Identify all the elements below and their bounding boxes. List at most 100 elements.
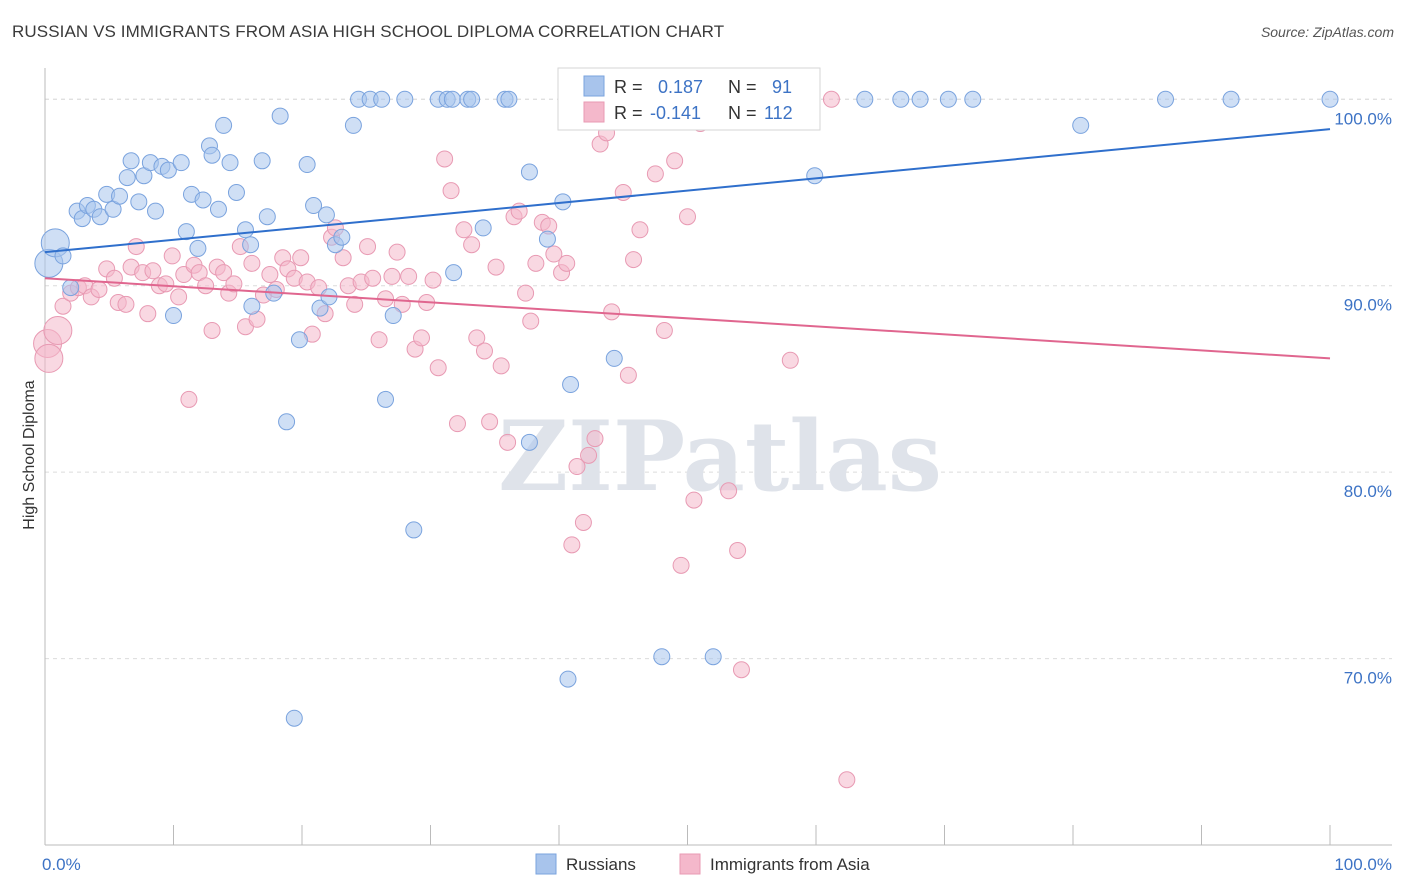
russians-point-67 [520,433,538,451]
asia-point-31 [225,275,243,293]
russians-point-70 [559,670,577,688]
russians-point-17 [147,202,165,220]
asia-point-16 [139,305,157,323]
asia-point-72 [475,342,493,360]
legend-n-value-2: 112 [764,103,793,123]
gridlines [45,98,1392,660]
asia-point-23 [180,390,198,408]
russians-point-19 [159,161,177,179]
asia-point-97 [625,251,643,269]
legend-swatch-asia [583,101,605,123]
russians-point-81 [806,167,824,185]
asia-point-51 [346,295,364,313]
asia-point-70 [463,236,481,254]
x-tick-label-0: 0.0% [42,855,81,874]
russians-point-44 [311,299,329,317]
asia-point-68 [448,415,466,433]
asia-point-100 [655,321,673,339]
russians-point-11 [111,187,129,205]
asia-point-91 [586,430,604,448]
series-legend: Russians Immigrants from Asia [535,853,870,875]
asia-point-96 [619,366,637,384]
russians-point-87 [1072,116,1090,134]
russians-point-12 [118,169,136,187]
russians-point-65 [500,90,518,108]
asia-point-29 [215,264,233,282]
russians-point-27 [203,146,221,164]
russians-point-47 [333,228,351,246]
russians-point-8 [91,208,109,226]
russians-point-36 [258,208,276,226]
asia-point-19 [157,275,175,293]
asia-point-87 [563,536,581,554]
russians-point-2 [54,247,72,265]
russians-point-90 [1321,90,1339,108]
y-axis-label: High School Diploma [21,380,38,530]
russians-point-84 [911,90,929,108]
russians-point-59 [443,90,461,108]
stats-legend: R = 0.187 N = 91 R = -0.141 N = 112 [557,67,821,131]
russians-point-66 [520,163,538,181]
asia-point-80 [522,312,540,330]
russians-point-25 [194,191,212,209]
asia-point-55 [370,331,388,349]
russians-point-62 [463,90,481,108]
asia-point-60 [400,267,418,285]
asia-point-53 [359,238,377,256]
asia-point-14 [127,238,145,256]
legend-n-label-1: N = [728,77,757,97]
russians-points [34,90,1339,727]
russians-point-49 [344,116,362,134]
russians-point-34 [243,297,261,315]
russians-point-85 [939,90,957,108]
y-tick-label-0: 100.0% [1334,109,1392,128]
russians-point-54 [384,307,402,325]
chart-title: RUSSIAN VS IMMIGRANTS FROM ASIA HIGH SCH… [12,22,725,41]
russians-point-40 [285,709,303,727]
russians-point-89 [1222,90,1240,108]
legend-r-value-1: 0.187 [658,77,703,97]
asia-point-76 [499,433,517,451]
russians-point-45 [317,206,335,224]
asia-point-65 [429,359,447,377]
asia-point-108 [732,661,750,679]
asia-point-26 [197,277,215,295]
russians-point-33 [242,236,260,254]
asia-point-58 [388,243,406,261]
y-tick-label-2: 80.0% [1344,482,1392,501]
asia-point-21 [170,288,188,306]
asia-point-3 [54,297,72,315]
russians-point-68 [538,230,556,248]
asia-point-103 [679,208,696,226]
asia-point-17 [144,262,162,280]
russians-point-52 [373,90,391,108]
russians-point-24 [189,239,207,257]
russians-point-43 [305,197,323,215]
russians-point-75 [653,648,671,666]
legend-label-russians: Russians [566,855,636,874]
legend-r-label-2: R = [614,103,643,123]
asia-point-89 [574,513,592,531]
russians-point-20 [165,307,182,325]
y-tick-label-3: 70.0% [1344,669,1392,688]
legend-swatch-russians-bottom [535,853,557,875]
russians-point-60 [445,264,463,282]
russians-point-77 [704,648,722,666]
asia-point-64 [424,271,442,289]
asia-point-54 [364,269,382,287]
legend-swatch-russians [583,75,605,97]
asia-point-57 [383,267,401,285]
asia-point-90 [580,446,598,464]
legend-n-value-1: 91 [772,77,792,97]
legend-r-label-1: R = [614,77,643,97]
russians-point-3 [62,279,80,297]
legend-n-label-2: N = [728,103,757,123]
russians-point-39 [278,413,296,431]
russians-point-41 [290,331,308,349]
russians-point-32 [236,221,254,239]
asia-point-49 [334,249,352,267]
asia-point-106 [720,482,738,500]
asia-point-69 [455,221,473,239]
russians-point-73 [605,349,623,367]
